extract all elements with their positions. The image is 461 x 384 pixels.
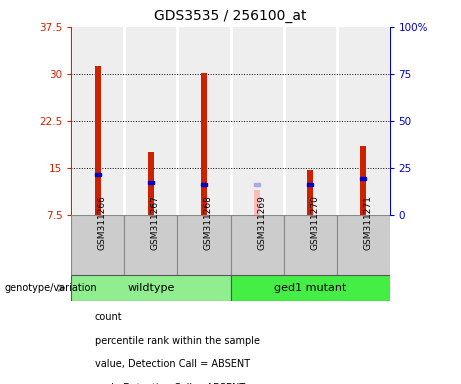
Text: genotype/variation: genotype/variation — [5, 283, 97, 293]
Text: GSM311266: GSM311266 — [98, 195, 107, 250]
Text: GSM311268: GSM311268 — [204, 195, 213, 250]
Bar — [148, 152, 154, 215]
Title: GDS3535 / 256100_at: GDS3535 / 256100_at — [154, 9, 307, 23]
Bar — [254, 190, 260, 215]
Text: GSM311269: GSM311269 — [257, 195, 266, 250]
Bar — [230, 215, 284, 275]
Bar — [177, 215, 230, 275]
Text: GSM311271: GSM311271 — [363, 195, 372, 250]
Bar — [71, 215, 124, 275]
Text: value, Detection Call = ABSENT: value, Detection Call = ABSENT — [95, 359, 249, 369]
Bar — [337, 215, 390, 275]
Bar — [307, 170, 313, 215]
Text: GSM311267: GSM311267 — [151, 195, 160, 250]
Bar — [230, 275, 390, 301]
Bar — [201, 73, 207, 215]
Bar — [95, 173, 101, 176]
Text: ged1 mutant: ged1 mutant — [274, 283, 346, 293]
Bar — [148, 181, 154, 184]
Bar — [95, 66, 101, 215]
Bar — [307, 183, 313, 186]
Bar — [360, 146, 366, 215]
Text: GSM311270: GSM311270 — [310, 195, 319, 250]
Bar — [124, 215, 177, 275]
Bar — [284, 215, 337, 275]
Bar — [201, 183, 207, 186]
Text: percentile rank within the sample: percentile rank within the sample — [95, 336, 260, 346]
Text: wildtype: wildtype — [127, 283, 175, 293]
Text: rank, Detection Call = ABSENT: rank, Detection Call = ABSENT — [95, 383, 245, 384]
Bar — [71, 275, 230, 301]
Text: count: count — [95, 312, 122, 322]
Bar — [360, 177, 366, 180]
Bar — [254, 183, 260, 186]
